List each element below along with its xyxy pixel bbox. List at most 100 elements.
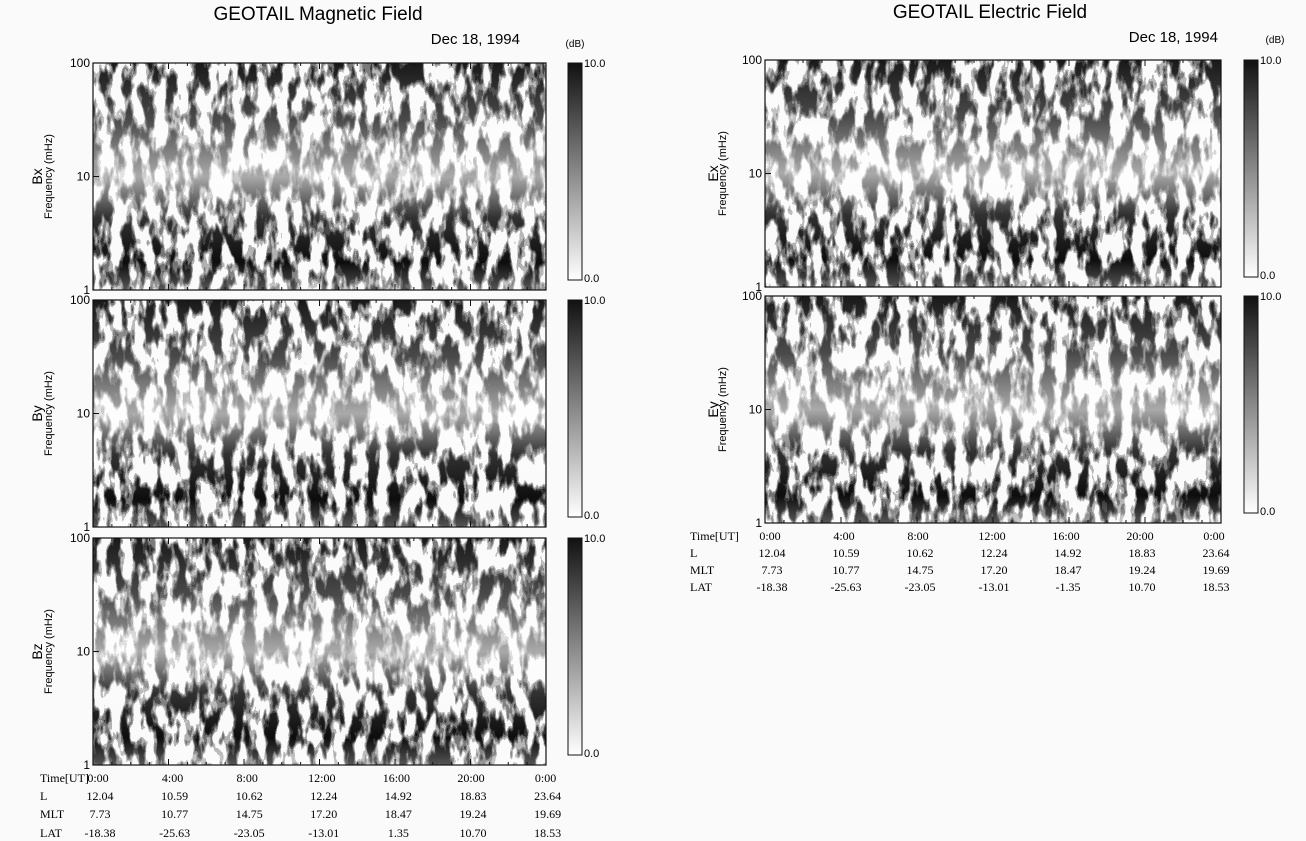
orbit-value: -13.01	[979, 580, 1010, 594]
orbit-value: 0:00	[87, 771, 108, 785]
colorbar-tick-label: 10.0	[584, 533, 605, 545]
orbit-value: 18.47	[1055, 563, 1082, 577]
panel-label: Bx	[29, 168, 45, 184]
orbit-value: 23.64	[534, 789, 561, 803]
y-tick-label: 1	[83, 283, 90, 297]
colorbar	[567, 537, 583, 756]
y-axis-label: Frequency (mHz)	[717, 367, 729, 452]
y-axis-label: Frequency (mHz)	[43, 609, 55, 694]
y-tick-label: 1	[83, 520, 90, 534]
y-tick-label: 1	[755, 516, 762, 530]
colorbar	[567, 62, 583, 281]
y-tick-label: 100	[742, 53, 762, 67]
panel-label: Ex	[705, 165, 721, 181]
orbit-value: 10.70	[1129, 580, 1156, 594]
orbit-value: -25.63	[159, 826, 190, 840]
spectrogram-fade	[93, 538, 546, 765]
orbit-value: 0:00	[535, 771, 556, 785]
orbit-row-label: LAT	[690, 580, 713, 594]
colorbar-unit: (dB)	[1266, 35, 1285, 46]
colorbar-unit: (dB)	[566, 39, 585, 50]
orbit-value: 19.24	[1129, 563, 1156, 577]
y-tick-label: 1	[755, 280, 762, 294]
orbit-value: 19.69	[1203, 563, 1230, 577]
orbit-value: 18.83	[1129, 546, 1156, 560]
colorbar	[1243, 59, 1259, 278]
y-axis-label: Frequency (mHz)	[43, 134, 55, 219]
orbit-value: 4:00	[162, 771, 183, 785]
y-tick-label: 10	[77, 170, 91, 184]
orbit-value: 8:00	[907, 529, 928, 543]
orbit-value: 18.83	[460, 789, 487, 803]
orbit-value: 12:00	[308, 771, 335, 785]
y-tick-label: 100	[70, 56, 90, 70]
panel-label: Ey	[705, 401, 721, 417]
y-tick-label: 1	[83, 758, 90, 772]
orbit-value: 10.59	[161, 789, 188, 803]
colorbar-tick-label: 0.0	[1260, 506, 1275, 518]
panel-label: By	[29, 405, 45, 421]
spectrogram-fade	[765, 60, 1221, 287]
spectrogram-fade	[93, 63, 546, 290]
colorbar-tick-label: 10.0	[1260, 291, 1281, 303]
spectrogram-fade	[765, 296, 1221, 523]
orbit-row-label: Time[UT]	[690, 529, 739, 543]
orbit-value: 17.20	[310, 807, 337, 821]
colorbar-tick-label: 10.0	[584, 295, 605, 307]
orbit-value: -23.05	[905, 580, 936, 594]
orbit-value: 12.24	[310, 789, 337, 803]
orbit-value: -18.38	[757, 580, 788, 594]
panel-label: Bz	[29, 643, 45, 659]
orbit-value: 0:00	[759, 529, 780, 543]
orbit-value: 10.77	[833, 563, 860, 577]
orbit-value: 14.75	[907, 563, 934, 577]
colorbar-tick-label: 0.0	[584, 273, 599, 285]
orbit-value: 0:00	[1203, 529, 1224, 543]
orbit-value: 20:00	[457, 771, 484, 785]
orbit-value: -13.01	[308, 826, 339, 840]
orbit-value: 12:00	[978, 529, 1005, 543]
orbit-value: 14.92	[385, 789, 412, 803]
orbit-value: -18.38	[85, 826, 116, 840]
y-axis-label: Frequency (mHz)	[717, 131, 729, 216]
y-tick-label: 100	[70, 531, 90, 545]
colorbar-tick-label: 0.0	[584, 510, 599, 522]
figure-date: Dec 18, 1994	[1129, 29, 1218, 46]
orbit-row-label: MLT	[40, 807, 65, 821]
orbit-value: 8:00	[237, 771, 258, 785]
orbit-row-label: Time[UT]	[40, 771, 89, 785]
colorbar	[1243, 295, 1259, 514]
y-tick-label: 10	[77, 645, 91, 659]
y-tick-label: 100	[70, 293, 90, 307]
y-axis-label: Frequency (mHz)	[43, 371, 55, 456]
orbit-value: 12.04	[759, 546, 786, 560]
orbit-value: 7.73	[90, 807, 111, 821]
orbit-value: 23.64	[1203, 546, 1230, 560]
colorbar-tick-label: 0.0	[584, 748, 599, 760]
orbit-value: 10.70	[460, 826, 487, 840]
orbit-value: 10.62	[236, 789, 263, 803]
orbit-value: 12.24	[981, 546, 1008, 560]
figure-title: GEOTAIL Magnetic Field	[213, 4, 422, 25]
orbit-value: 19.69	[534, 807, 561, 821]
figure-title: GEOTAIL Electric Field	[893, 2, 1087, 23]
orbit-value: 10.62	[907, 546, 934, 560]
orbit-value: 20:00	[1126, 529, 1153, 543]
colorbar	[567, 299, 583, 518]
orbit-value: 12.04	[87, 789, 114, 803]
y-tick-label: 10	[77, 407, 91, 421]
orbit-value: 18.53	[1203, 580, 1230, 594]
orbit-value: 10.59	[833, 546, 860, 560]
orbit-value: 19.24	[460, 807, 487, 821]
orbit-value: -25.63	[831, 580, 862, 594]
y-tick-label: 10	[749, 403, 763, 417]
orbit-value: 4:00	[833, 529, 854, 543]
figure-date: Dec 18, 1994	[431, 31, 520, 48]
orbit-row-label: L	[690, 546, 697, 560]
orbit-value: 10.77	[161, 807, 188, 821]
orbit-value: -23.05	[234, 826, 265, 840]
y-tick-label: 100	[742, 289, 762, 303]
orbit-value: -1.35	[1056, 580, 1081, 594]
orbit-value: 16:00	[383, 771, 410, 785]
